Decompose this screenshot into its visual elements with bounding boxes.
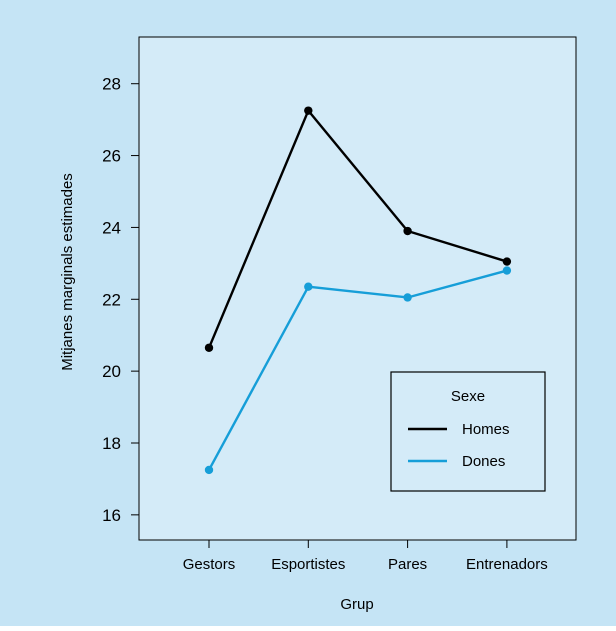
- data-point-homes-2: [403, 226, 412, 236]
- data-point-homes-1: [304, 106, 313, 115]
- y-tick-label-16: 16: [102, 506, 121, 525]
- legend-title: Sexe: [451, 388, 485, 405]
- y-tick-label-18: 18: [102, 434, 121, 453]
- y-tick-label-20: 20: [102, 362, 121, 381]
- legend-label-homes: Homes: [462, 421, 510, 438]
- y-axis-label: Mitjanes marginals estimades: [59, 173, 76, 371]
- legend-label-dones: Dones: [462, 453, 505, 470]
- x-tick-label-0: Gestors: [183, 556, 236, 573]
- y-tick-label-26: 26: [102, 147, 121, 166]
- x-tick-label-2: Pares: [388, 556, 427, 573]
- data-point-dones-0: [204, 465, 214, 475]
- x-tick-label-3: Entrenadors: [466, 556, 548, 573]
- x-tick-label-1: Esportistes: [271, 556, 345, 573]
- y-tick-label-22: 22: [102, 290, 121, 309]
- y-tick-label-28: 28: [102, 75, 121, 94]
- legend-box: [390, 371, 546, 492]
- data-point-homes-3: [502, 257, 512, 266]
- data-point-dones-3: [502, 266, 512, 275]
- data-point-homes-0: [204, 343, 214, 352]
- plot-area: [138, 36, 577, 541]
- series-line-homes: [207, 109, 508, 349]
- data-point-dones-1: [304, 282, 313, 291]
- series-line-dones: [207, 269, 508, 471]
- legend: Sexe Homes Dones: [390, 371, 546, 492]
- data-point-dones-2: [403, 293, 412, 302]
- chart-marks: 16 18 20 22 24 26 28 Gestors Esportistes Pares Ent…: [102, 75, 548, 573]
- y-tick-label-24: 24: [102, 218, 121, 237]
- x-axis-label: Grup: [340, 596, 373, 613]
